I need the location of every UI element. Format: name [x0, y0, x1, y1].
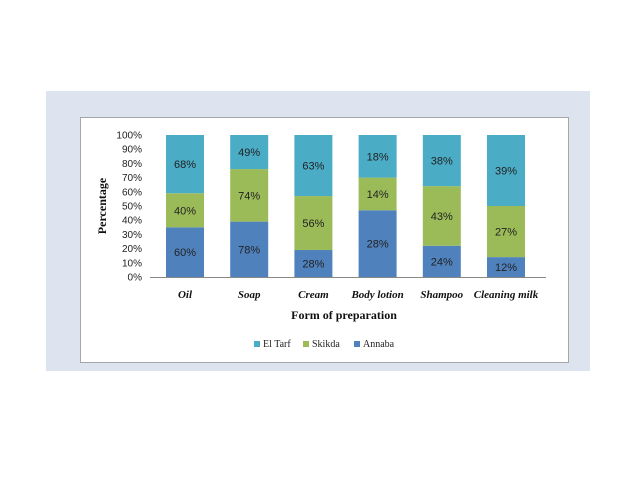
data-label-annaba-cream: 28%: [302, 259, 324, 271]
y-tick-label: 50%: [122, 202, 142, 213]
y-tick-label: 80%: [122, 159, 142, 170]
bar-segment-annaba-soap: [230, 221, 269, 277]
bar-segment-skikda-body-lotion: [358, 177, 397, 211]
data-label-el-tarf-cleaning-milk: 39%: [495, 166, 517, 178]
legend-swatch-el-tarf: [254, 341, 260, 347]
bars: [166, 135, 525, 277]
data-label-annaba-body-lotion: 28%: [367, 239, 389, 251]
bar-segment-skikda-oil: [166, 193, 204, 228]
y-axis-title: Percentage: [95, 177, 109, 234]
data-label-skikda-cleaning-milk: 27%: [495, 227, 517, 239]
category-label-oil: Oil: [178, 289, 193, 301]
y-tick-label: 0%: [128, 273, 143, 284]
x-axis-title: Form of preparation: [291, 308, 397, 322]
y-axis-ticks: 0% 10% 20% 30% 40% 50% 60% 70% 80% 90% 100%: [116, 131, 142, 284]
y-tick-label: 30%: [122, 230, 142, 241]
bar-segment-skikda-shampoo: [422, 186, 461, 246]
category-labels: Oil Soap Cream Body lotion Shampoo Cleaning m…: [178, 289, 539, 301]
bar-segment-el-tarf-body-lotion: [358, 135, 397, 178]
legend-label-skikda: Skikda: [312, 339, 340, 350]
bar-segment-annaba-cleaning-milk: [487, 257, 525, 277]
bar-segment-el-tarf-shampoo: [422, 135, 461, 187]
y-tick-label: 70%: [122, 173, 142, 184]
data-label-annaba-cleaning-milk: 12%: [495, 262, 517, 274]
data-label-el-tarf-shampoo: 38%: [431, 156, 453, 168]
y-tick-label: 100%: [116, 131, 142, 142]
bar-segment-el-tarf-cleaning-milk: [487, 135, 525, 206]
category-label-soap: Soap: [238, 289, 261, 301]
y-tick-label: 40%: [122, 216, 142, 227]
y-tick-label: 60%: [122, 187, 142, 198]
y-tick-label: 20%: [122, 244, 142, 255]
data-label-skikda-oil: 40%: [174, 205, 196, 217]
data-label-el-tarf-body-lotion: 18%: [367, 151, 389, 163]
bar-segment-el-tarf-soap: [230, 135, 269, 170]
legend-label-el-tarf: El Tarf: [263, 339, 291, 350]
data-label-skikda-soap: 74%: [238, 190, 260, 202]
category-label-body-lotion: Body lotion: [350, 289, 403, 301]
data-label-el-tarf-oil: 68%: [174, 159, 196, 171]
data-label-annaba-shampoo: 24%: [431, 256, 453, 268]
data-label-el-tarf-soap: 49%: [238, 147, 260, 159]
bar-segment-el-tarf-cream: [294, 135, 333, 197]
data-label-skikda-cream: 56%: [302, 218, 324, 230]
legend: El Tarf Skikda Annaba: [254, 339, 395, 350]
legend-swatch-annaba: [354, 341, 360, 347]
category-label-shampoo: Shampoo: [420, 289, 463, 301]
bar-segment-annaba-shampoo: [422, 245, 461, 277]
data-label-skikda-shampoo: 43%: [431, 211, 453, 223]
bar-segment-skikda-cream: [294, 196, 333, 251]
segment-labels: 60% 40% 68% 78% 74% 49% 28% 56% 63% 28% 14% 18% 24% 4…: [174, 147, 517, 274]
legend-label-annaba: Annaba: [363, 339, 395, 350]
data-label-annaba-soap: 78%: [238, 244, 260, 256]
data-label-skikda-body-lotion: 14%: [367, 189, 389, 201]
legend-swatch-skikda: [303, 341, 309, 347]
category-label-cream: Cream: [298, 289, 329, 301]
data-label-el-tarf-cream: 63%: [302, 161, 324, 173]
y-tick-label: 90%: [122, 145, 142, 156]
y-tick-label: 10%: [122, 258, 142, 269]
category-label-cleaning-milk: Cleaning milk: [474, 289, 539, 301]
bar-segment-annaba-cream: [294, 250, 333, 277]
bar-segment-annaba-body-lotion: [358, 210, 397, 277]
bar-segment-annaba-oil: [166, 227, 204, 277]
bar-segment-skikda-soap: [230, 169, 269, 222]
bar-segment-skikda-cleaning-milk: [487, 206, 525, 258]
bar-segment-el-tarf-oil: [166, 135, 204, 194]
data-label-annaba-oil: 60%: [174, 247, 196, 259]
